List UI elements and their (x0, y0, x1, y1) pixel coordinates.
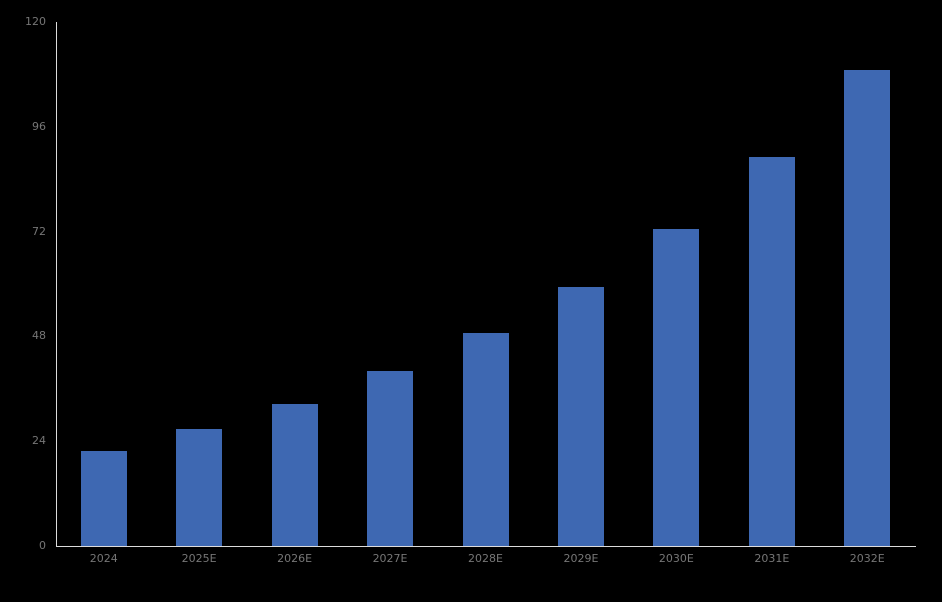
bar-2032E (844, 70, 891, 546)
y-tick-label: 120 (25, 15, 46, 28)
y-tick-label: 24 (32, 434, 46, 448)
x-tick-label: 2025E (181, 552, 217, 565)
x-axis-line (56, 546, 916, 547)
y-tick-label: 48 (32, 329, 46, 343)
x-tick-label: 2029E (563, 552, 599, 565)
x-tick-label: 2027E (372, 552, 408, 565)
bar-2031E (748, 157, 795, 546)
x-tick-label: 2024 (89, 552, 118, 565)
x-tick-label: 2028E (468, 552, 503, 565)
x-tick-label: 2030E (658, 552, 694, 565)
x-tick-label: 2026E (277, 552, 313, 565)
x-tick-label: 2032E (849, 552, 885, 565)
bar-2028E (462, 333, 509, 546)
bar-2030E (653, 229, 700, 546)
x-tick-label: 2031E (754, 552, 790, 565)
bar-2027E (367, 371, 414, 546)
y-tick-label: 96 (32, 119, 46, 133)
bar-2024 (80, 451, 127, 546)
bar-2026E (271, 404, 318, 546)
y-axis-line (56, 22, 57, 546)
y-tick-label: 72 (32, 224, 46, 238)
bar-2029E (557, 287, 604, 546)
bar-2025E (176, 429, 223, 546)
y-tick-label: 0 (39, 539, 46, 552)
